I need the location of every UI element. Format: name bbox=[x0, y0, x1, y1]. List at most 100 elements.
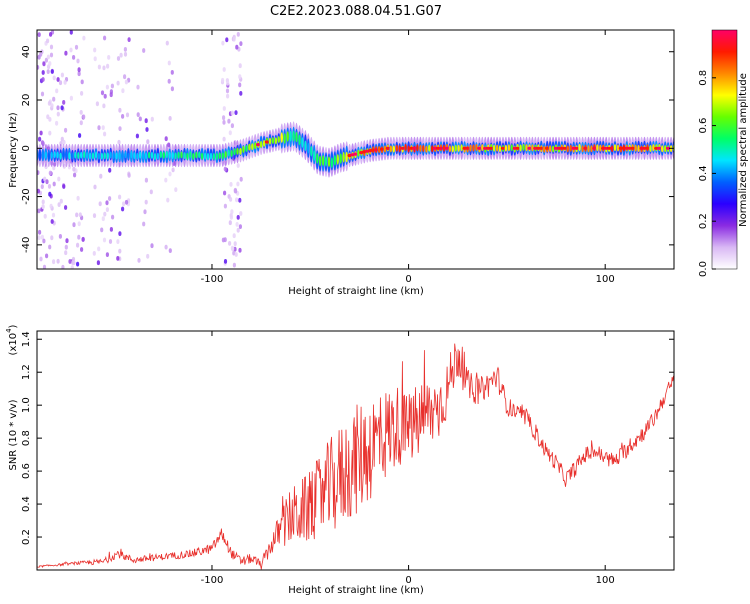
clutter-cell bbox=[56, 111, 60, 117]
clutter-cell bbox=[76, 242, 80, 248]
ridge-core bbox=[203, 152, 207, 160]
y-tick-label: 0 bbox=[21, 145, 32, 151]
ridge-peak bbox=[477, 146, 482, 150]
clutter-cell bbox=[70, 265, 74, 269]
ridge-core bbox=[206, 153, 210, 160]
ridge-core bbox=[159, 151, 163, 159]
clutter-cell bbox=[77, 234, 81, 240]
clutter-cell bbox=[77, 221, 81, 227]
clutter-cell bbox=[47, 101, 52, 106]
ridge-core bbox=[245, 145, 248, 152]
clutter-cell bbox=[75, 212, 79, 218]
clutter-cell bbox=[150, 243, 154, 249]
clutter-cell bbox=[233, 241, 237, 247]
clutter-cell bbox=[121, 88, 125, 94]
ridge-core bbox=[183, 152, 186, 160]
ridge-core bbox=[130, 151, 133, 159]
ridge-core bbox=[242, 145, 245, 153]
clutter-cell bbox=[93, 184, 97, 190]
clutter-cell bbox=[55, 88, 59, 94]
clutter-cell bbox=[144, 199, 148, 205]
ridge-core bbox=[71, 152, 74, 160]
ridge-core bbox=[115, 152, 118, 160]
clutter-cell bbox=[127, 37, 131, 42]
clutter-cell bbox=[57, 176, 61, 182]
clutter-cell bbox=[37, 188, 40, 194]
ridge-core bbox=[180, 151, 183, 159]
clutter-cell bbox=[92, 251, 96, 256]
clutter-cell bbox=[60, 105, 64, 111]
clutter-cell bbox=[167, 60, 171, 66]
ridge-core bbox=[215, 152, 219, 160]
ridge-core bbox=[316, 153, 319, 164]
ridge-core bbox=[590, 145, 593, 153]
clutter-cell bbox=[164, 177, 168, 183]
clutter-cell bbox=[43, 176, 47, 182]
ridge-core bbox=[44, 151, 47, 159]
clutter-cell bbox=[221, 77, 225, 83]
clutter-cell bbox=[223, 166, 227, 172]
clutter-cell bbox=[143, 209, 147, 215]
ridge-peak bbox=[500, 146, 506, 150]
ridge-core bbox=[77, 152, 80, 159]
ridge-core bbox=[448, 145, 452, 153]
ridge-peak bbox=[379, 147, 385, 151]
clutter-cell bbox=[232, 36, 236, 42]
ridge-core bbox=[136, 152, 139, 160]
clutter-cell bbox=[62, 139, 66, 145]
clutter-cell bbox=[239, 41, 243, 46]
clutter-cell bbox=[82, 35, 86, 41]
clutter-cell bbox=[137, 258, 141, 263]
clutter-cell bbox=[149, 189, 153, 195]
clutter-cell bbox=[233, 187, 237, 193]
snr-series-line bbox=[37, 343, 674, 570]
colorbar-tick-label: 0.4 bbox=[698, 165, 709, 181]
clutter-cell bbox=[239, 211, 243, 216]
ridge-peak bbox=[574, 146, 579, 150]
ridge-core bbox=[68, 152, 71, 160]
y-tick-label: 0.8 bbox=[21, 430, 32, 446]
clutter-cell bbox=[47, 184, 52, 189]
clutter-cell bbox=[95, 101, 99, 107]
ridge-core bbox=[404, 143, 407, 151]
ridge-core bbox=[422, 145, 425, 152]
clutter-cell bbox=[42, 264, 47, 269]
ridge-core bbox=[377, 146, 381, 153]
ridge-core bbox=[227, 149, 230, 157]
clutter-cell bbox=[238, 247, 242, 253]
clutter-cell bbox=[38, 136, 42, 142]
clutter-cell bbox=[124, 199, 129, 205]
clutter-cell bbox=[52, 75, 56, 81]
snr-frame bbox=[36, 330, 675, 571]
clutter-cell bbox=[49, 52, 54, 58]
ridge-core bbox=[475, 144, 478, 151]
spectrogram-y-label: Frequency (Hz) bbox=[8, 112, 19, 188]
clutter-cell bbox=[236, 227, 240, 233]
ridge-core bbox=[56, 151, 59, 159]
ridge-core bbox=[664, 145, 667, 153]
clutter-cell bbox=[168, 248, 172, 254]
ridge-core bbox=[127, 152, 130, 160]
clutter-cell bbox=[116, 256, 120, 261]
ridge-core bbox=[525, 144, 528, 152]
ridge-core bbox=[419, 144, 422, 152]
clutter-cell bbox=[41, 70, 45, 75]
clutter-cell bbox=[226, 80, 230, 86]
ridge-core bbox=[259, 140, 263, 148]
clutter-cell bbox=[78, 133, 82, 138]
clutter-cell bbox=[77, 71, 81, 77]
ridge-core bbox=[330, 157, 334, 168]
ridge-core bbox=[209, 152, 213, 160]
clutter-cell bbox=[52, 259, 56, 265]
ridge-core bbox=[230, 149, 233, 157]
ridge-core bbox=[62, 151, 65, 159]
clutter-cell bbox=[236, 163, 240, 168]
clutter-cell bbox=[222, 120, 226, 125]
clutter-cell bbox=[56, 105, 60, 111]
clutter-cell bbox=[101, 216, 105, 222]
clutter-cell bbox=[97, 246, 101, 252]
y-tick-label: 1.4 bbox=[21, 331, 32, 347]
ridge-core bbox=[254, 142, 257, 150]
clutter-cell bbox=[135, 133, 139, 139]
clutter-cell bbox=[42, 238, 46, 244]
